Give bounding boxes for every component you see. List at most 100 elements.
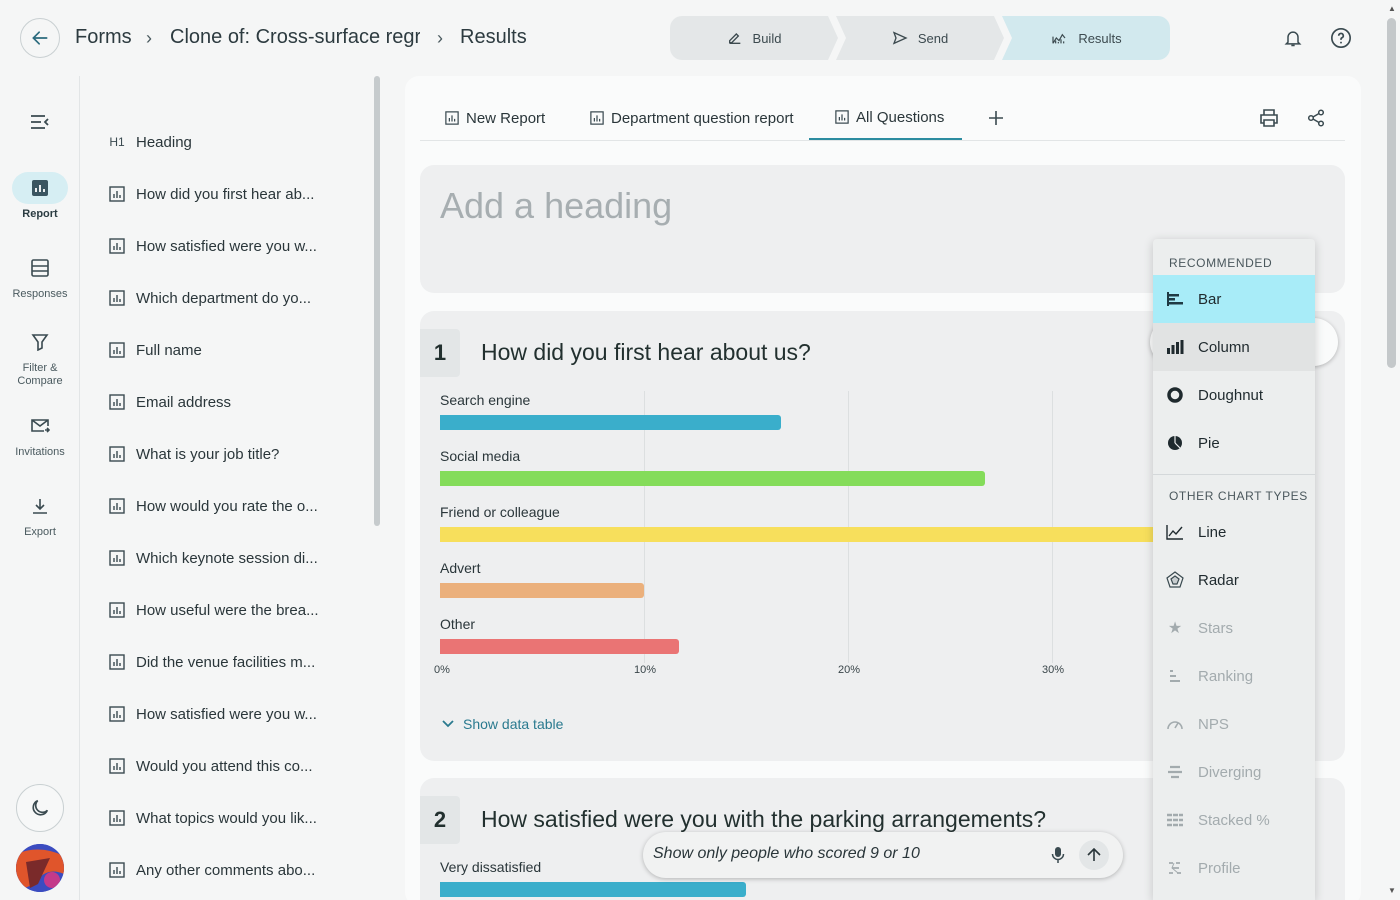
menu-item-label: NPS bbox=[1198, 715, 1229, 733]
step-results-label: Results bbox=[1078, 30, 1122, 46]
chart-icon bbox=[108, 757, 126, 775]
list-item-heading[interactable]: H1 Heading bbox=[108, 130, 192, 154]
menu-item-radar[interactable]: Radar bbox=[1153, 556, 1315, 604]
menu-item-label: Stacked % bbox=[1198, 811, 1270, 829]
list-item[interactable]: Email address bbox=[108, 390, 231, 414]
responses-icon bbox=[12, 252, 68, 284]
ask-input-text[interactable]: Show only people who scored 9 or 10 bbox=[653, 845, 920, 862]
bell-icon[interactable] bbox=[1281, 26, 1305, 50]
step-send[interactable]: Send bbox=[836, 16, 1004, 60]
download-icon bbox=[12, 490, 68, 522]
rail-collapse-button[interactable] bbox=[0, 106, 80, 142]
bar[interactable] bbox=[440, 882, 746, 897]
avatar[interactable] bbox=[16, 844, 64, 892]
list-item-label: How did you first hear ab... bbox=[136, 185, 315, 203]
list-item[interactable]: Did the venue facilities m... bbox=[108, 650, 315, 674]
doughnut-icon bbox=[1166, 386, 1184, 404]
chart-icon bbox=[108, 341, 126, 359]
list-item-label: Email address bbox=[136, 393, 232, 411]
step-send-label: Send bbox=[917, 30, 949, 46]
bar[interactable] bbox=[440, 415, 781, 430]
dark-mode-toggle[interactable] bbox=[16, 784, 64, 832]
breadcrumb-results: Results bbox=[460, 26, 527, 48]
menu-item-doughnut[interactable]: Doughnut bbox=[1153, 371, 1315, 419]
menu-item-nps: NPS bbox=[1153, 700, 1315, 748]
heading-placeholder[interactable]: Add a heading bbox=[440, 185, 673, 226]
breadcrumb-forms[interactable]: Forms bbox=[75, 26, 132, 48]
bar[interactable] bbox=[440, 639, 679, 654]
moon-icon bbox=[32, 799, 49, 816]
add-tab-button[interactable] bbox=[988, 96, 1004, 140]
rail-export[interactable]: Export bbox=[0, 490, 80, 538]
tab-all-questions[interactable]: All Questions bbox=[809, 96, 962, 140]
scroll-down-icon[interactable]: ▼ bbox=[1388, 886, 1396, 895]
chevron-right-icon: › bbox=[146, 28, 152, 48]
top-bar: Forms › Clone of: Cross-surface regr... … bbox=[0, 0, 1400, 76]
chevron-right-icon: › bbox=[437, 28, 443, 48]
rail-filter-compare[interactable]: Filter & Compare bbox=[0, 326, 80, 388]
step-results[interactable]: Results bbox=[1002, 16, 1170, 60]
page-scrollbar[interactable] bbox=[1387, 18, 1396, 368]
menu-item-profile: Profile bbox=[1153, 844, 1315, 892]
help-icon[interactable] bbox=[1329, 26, 1353, 50]
list-item[interactable]: How useful were the brea... bbox=[108, 598, 319, 622]
step-build[interactable]: Build bbox=[670, 16, 838, 60]
send-arrow-button[interactable] bbox=[1079, 840, 1109, 870]
list-item[interactable]: Would you attend this co... bbox=[108, 754, 313, 778]
list-item[interactable]: Any other comments abo... bbox=[108, 858, 315, 882]
question-title: How did you first hear about us? bbox=[481, 339, 811, 365]
menu-item-label: Column bbox=[1198, 338, 1250, 356]
chart-icon bbox=[108, 497, 126, 515]
breadcrumb-form-name[interactable]: Clone of: Cross-surface regr... bbox=[170, 26, 420, 48]
menu-item-label: Radar bbox=[1198, 571, 1239, 589]
list-item[interactable]: Full name bbox=[108, 338, 202, 362]
menu-item-diverging: Diverging bbox=[1153, 748, 1315, 796]
menu-item-bar[interactable]: Bar bbox=[1153, 275, 1315, 323]
analytics-icon bbox=[1052, 33, 1066, 44]
share-button[interactable] bbox=[1307, 96, 1325, 140]
list-item[interactable]: How would you rate the o... bbox=[108, 494, 318, 518]
list-item[interactable]: How satisfied were you w... bbox=[108, 702, 317, 726]
rail-filter-label: Filter & Compare bbox=[17, 362, 63, 387]
tab-department-question-report[interactable]: Department question report bbox=[590, 96, 794, 140]
show-data-table-button[interactable]: Show data table bbox=[442, 716, 563, 732]
chart-type-menu: RECOMMENDED Bar Column Doughnut Pie OTHE… bbox=[1153, 239, 1315, 900]
menu-item-pie[interactable]: Pie bbox=[1153, 419, 1315, 467]
scroll-up-icon[interactable]: ▲ bbox=[1388, 4, 1396, 13]
plus-icon bbox=[989, 111, 1003, 125]
list-item[interactable]: How did you first hear ab... bbox=[108, 182, 314, 206]
axis-tick: 30% bbox=[1042, 664, 1065, 676]
bar[interactable] bbox=[440, 583, 644, 598]
chart-icon bbox=[108, 653, 126, 671]
rail-report[interactable]: Report bbox=[0, 172, 80, 220]
list-item[interactable]: Which keynote session di... bbox=[108, 546, 318, 570]
question-list-scrollbar[interactable] bbox=[374, 76, 380, 526]
question-number: 2 bbox=[420, 796, 460, 844]
list-item[interactable]: How satisfied were you w... bbox=[108, 234, 317, 258]
left-rail: Report Responses Filter & Compare Invita… bbox=[0, 76, 80, 900]
column-chart-icon bbox=[1166, 338, 1184, 356]
menu-section-title: OTHER CHART TYPES bbox=[1169, 489, 1308, 503]
menu-item-line[interactable]: Line bbox=[1153, 508, 1315, 556]
rail-invitations[interactable]: Invitations bbox=[0, 410, 80, 458]
list-item-label: Full name bbox=[136, 341, 202, 359]
list-item[interactable]: Which department do yo... bbox=[108, 286, 311, 310]
list-item-label: Heading bbox=[136, 133, 192, 151]
bar[interactable] bbox=[440, 527, 1216, 542]
list-item[interactable]: What is your job title? bbox=[108, 442, 279, 466]
print-button[interactable] bbox=[1259, 96, 1279, 140]
rail-responses[interactable]: Responses bbox=[0, 252, 80, 300]
menu-item-label: Doughnut bbox=[1198, 386, 1264, 404]
chart-icon bbox=[590, 111, 604, 125]
list-item-label: Would you attend this co... bbox=[136, 757, 313, 775]
gauge-icon bbox=[1166, 715, 1184, 733]
back-button[interactable] bbox=[20, 18, 60, 58]
microphone-icon[interactable] bbox=[1047, 844, 1069, 866]
menu-item-column[interactable]: Column bbox=[1153, 323, 1315, 371]
bar[interactable] bbox=[440, 471, 985, 486]
axis-tick: 0% bbox=[434, 664, 450, 676]
ask-input[interactable]: Show only people who scored 9 or 10 bbox=[643, 832, 1123, 878]
list-item[interactable]: What topics would you lik... bbox=[108, 806, 317, 830]
menu-divider bbox=[1153, 474, 1315, 475]
tab-new-report[interactable]: New Report bbox=[445, 96, 545, 140]
